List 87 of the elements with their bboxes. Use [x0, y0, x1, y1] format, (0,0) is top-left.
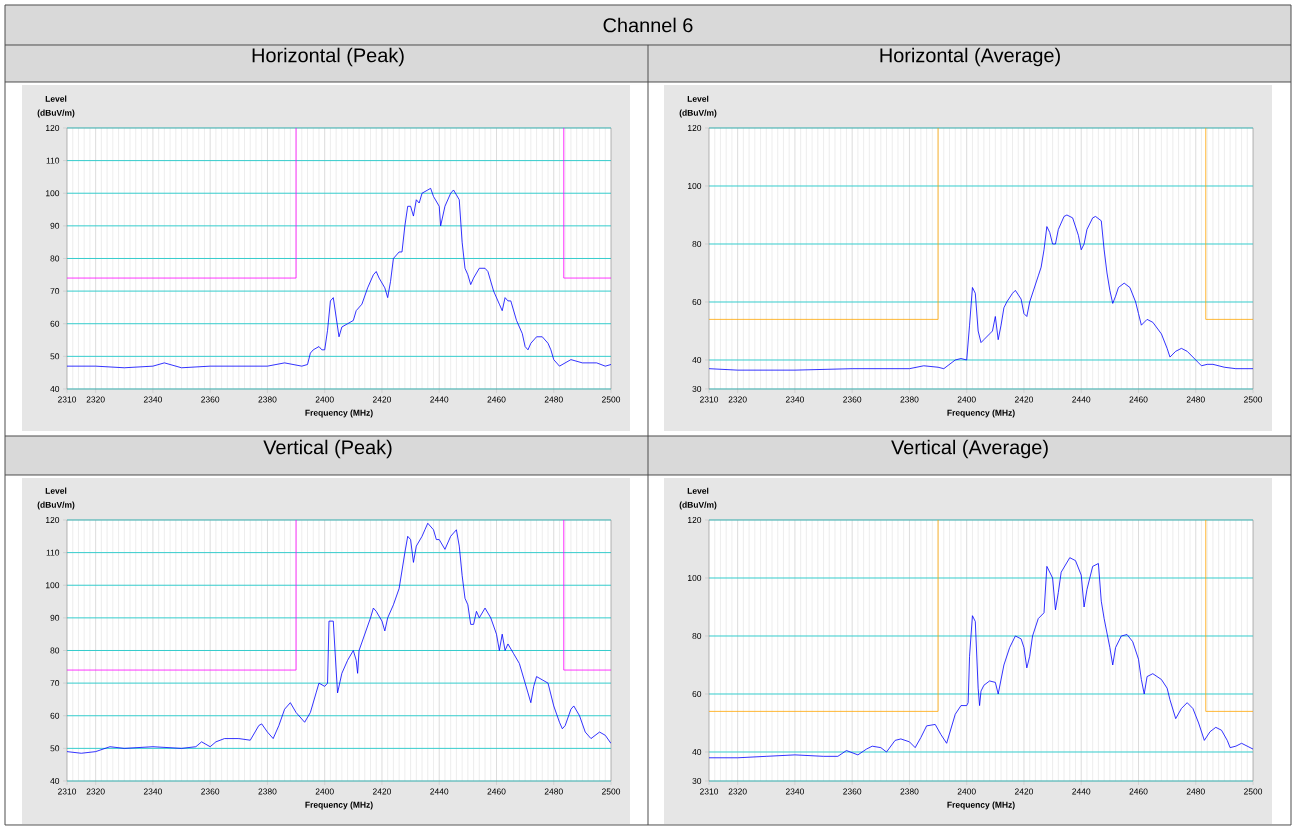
y-axis-title: Level (dBuV/m) [37, 487, 75, 510]
x-tick-label: 2400 [315, 396, 334, 403]
x-tick-label: 2480 [1186, 396, 1205, 403]
x-tick-label: 2400 [957, 396, 976, 403]
x-tick-label: 2360 [201, 788, 220, 795]
x-tick-label: 2460 [487, 788, 506, 795]
y-tick-label: 80 [692, 633, 702, 639]
x-tick-label: 2340 [785, 788, 804, 795]
y-tick-label: 120 [688, 125, 702, 131]
y-tick-label: 80 [50, 647, 60, 654]
x-tick-label: 2440 [430, 396, 449, 403]
x-tick-label: 2480 [1186, 788, 1205, 795]
y-tick-label: 50 [50, 745, 60, 752]
y-tick-label: 70 [50, 288, 60, 295]
y-tick-label: 120 [46, 517, 60, 523]
x-tick-label: 2360 [843, 396, 862, 403]
x-tick-label: 2320 [728, 788, 747, 795]
y-tick-label: 70 [50, 680, 60, 687]
y-tick-label: 90 [50, 222, 60, 229]
y-tick-label: 90 [50, 614, 60, 621]
x-tick-label: 2480 [544, 788, 563, 795]
chart-title: Vertical (Peak) [263, 439, 392, 459]
x-tick-label: 2440 [1072, 396, 1091, 403]
x-tick-label: 2340 [785, 396, 804, 403]
x-tick-label: 2420 [1014, 788, 1034, 795]
y-tick-label: 30 [692, 385, 702, 392]
y-tick-label: 60 [692, 298, 702, 305]
x-tick-label: 2500 [1244, 396, 1263, 403]
x-tick-label: 2340 [143, 396, 162, 403]
x-tick-label: 2440 [1072, 788, 1091, 795]
x-tick-label: 2320 [86, 788, 105, 795]
x-tick-label: 2310 [700, 788, 719, 795]
x-tick-label: 2420 [372, 396, 392, 403]
y-tick-label: 80 [50, 255, 60, 262]
y-axis-title: Level (dBuV/m) [37, 95, 75, 118]
y-tick-label: 60 [50, 320, 60, 327]
y-axis-title: Level (dBuV/m) [679, 95, 717, 118]
y-tick-label: 80 [692, 241, 702, 247]
y-tick-label: 40 [692, 356, 702, 363]
x-tick-label: 2500 [602, 396, 621, 403]
x-tick-label: 2500 [1244, 788, 1263, 795]
x-tick-label: 2310 [58, 788, 77, 795]
x-tick-label: 2440 [430, 788, 449, 795]
y-tick-label: 30 [692, 777, 702, 784]
chart-title: Horizontal (Average) [880, 47, 1060, 67]
x-tick-label: 2380 [900, 788, 919, 795]
x-tick-label: 2480 [544, 396, 563, 403]
y-tick-label: 60 [692, 691, 702, 697]
x-tick-label: 2360 [843, 788, 862, 795]
text: Channel 6 [603, 17, 693, 33]
x-tick-label: 2380 [258, 396, 277, 403]
x-axis-title: Frequency (MHz) [305, 801, 373, 810]
y-tick-label: 60 [50, 712, 60, 719]
x-tick-label: 2340 [143, 788, 162, 795]
y-tick-label: 40 [50, 385, 60, 392]
x-tick-label: 2320 [86, 396, 105, 403]
y-tick-label: 40 [50, 777, 60, 784]
chart-title: Horizontal (Peak) [252, 47, 404, 67]
x-tick-label: 2460 [1129, 396, 1148, 403]
chart-title: Vertical (Average) [891, 439, 1048, 459]
y-axis-title: Level (dBuV/m) [679, 487, 717, 510]
y-tick-label: 120 [688, 517, 702, 523]
x-tick-label: 2360 [201, 396, 220, 403]
y-tick-label: 110 [46, 157, 60, 164]
x-tick-label: 2320 [728, 396, 747, 403]
x-tick-label: 2460 [487, 396, 506, 403]
y-tick-label: 100 [688, 575, 702, 581]
x-tick-label: 2420 [372, 788, 392, 795]
x-tick-label: 2310 [58, 396, 77, 403]
y-tick-label: 50 [50, 353, 60, 360]
x-axis-title: Frequency (MHz) [305, 409, 373, 418]
x-tick-label: 2380 [258, 788, 277, 795]
x-axis-title: Frequency (MHz) [947, 409, 1015, 418]
y-tick-label: 100 [46, 190, 60, 197]
x-tick-label: 2420 [1014, 396, 1034, 403]
x-tick-label: 2380 [900, 396, 919, 403]
x-tick-label: 2400 [957, 788, 976, 795]
y-tick-label: 100 [688, 183, 702, 189]
x-tick-label: 2500 [602, 788, 621, 795]
x-axis-title: Frequency (MHz) [947, 801, 1015, 810]
y-tick-label: 120 [46, 124, 60, 131]
y-tick-label: 110 [46, 549, 60, 556]
y-tick-label: 40 [692, 749, 702, 755]
y-tick-label: 100 [46, 582, 60, 589]
x-tick-label: 2310 [700, 396, 719, 403]
x-tick-label: 2400 [315, 788, 334, 795]
x-tick-label: 2460 [1129, 788, 1148, 795]
